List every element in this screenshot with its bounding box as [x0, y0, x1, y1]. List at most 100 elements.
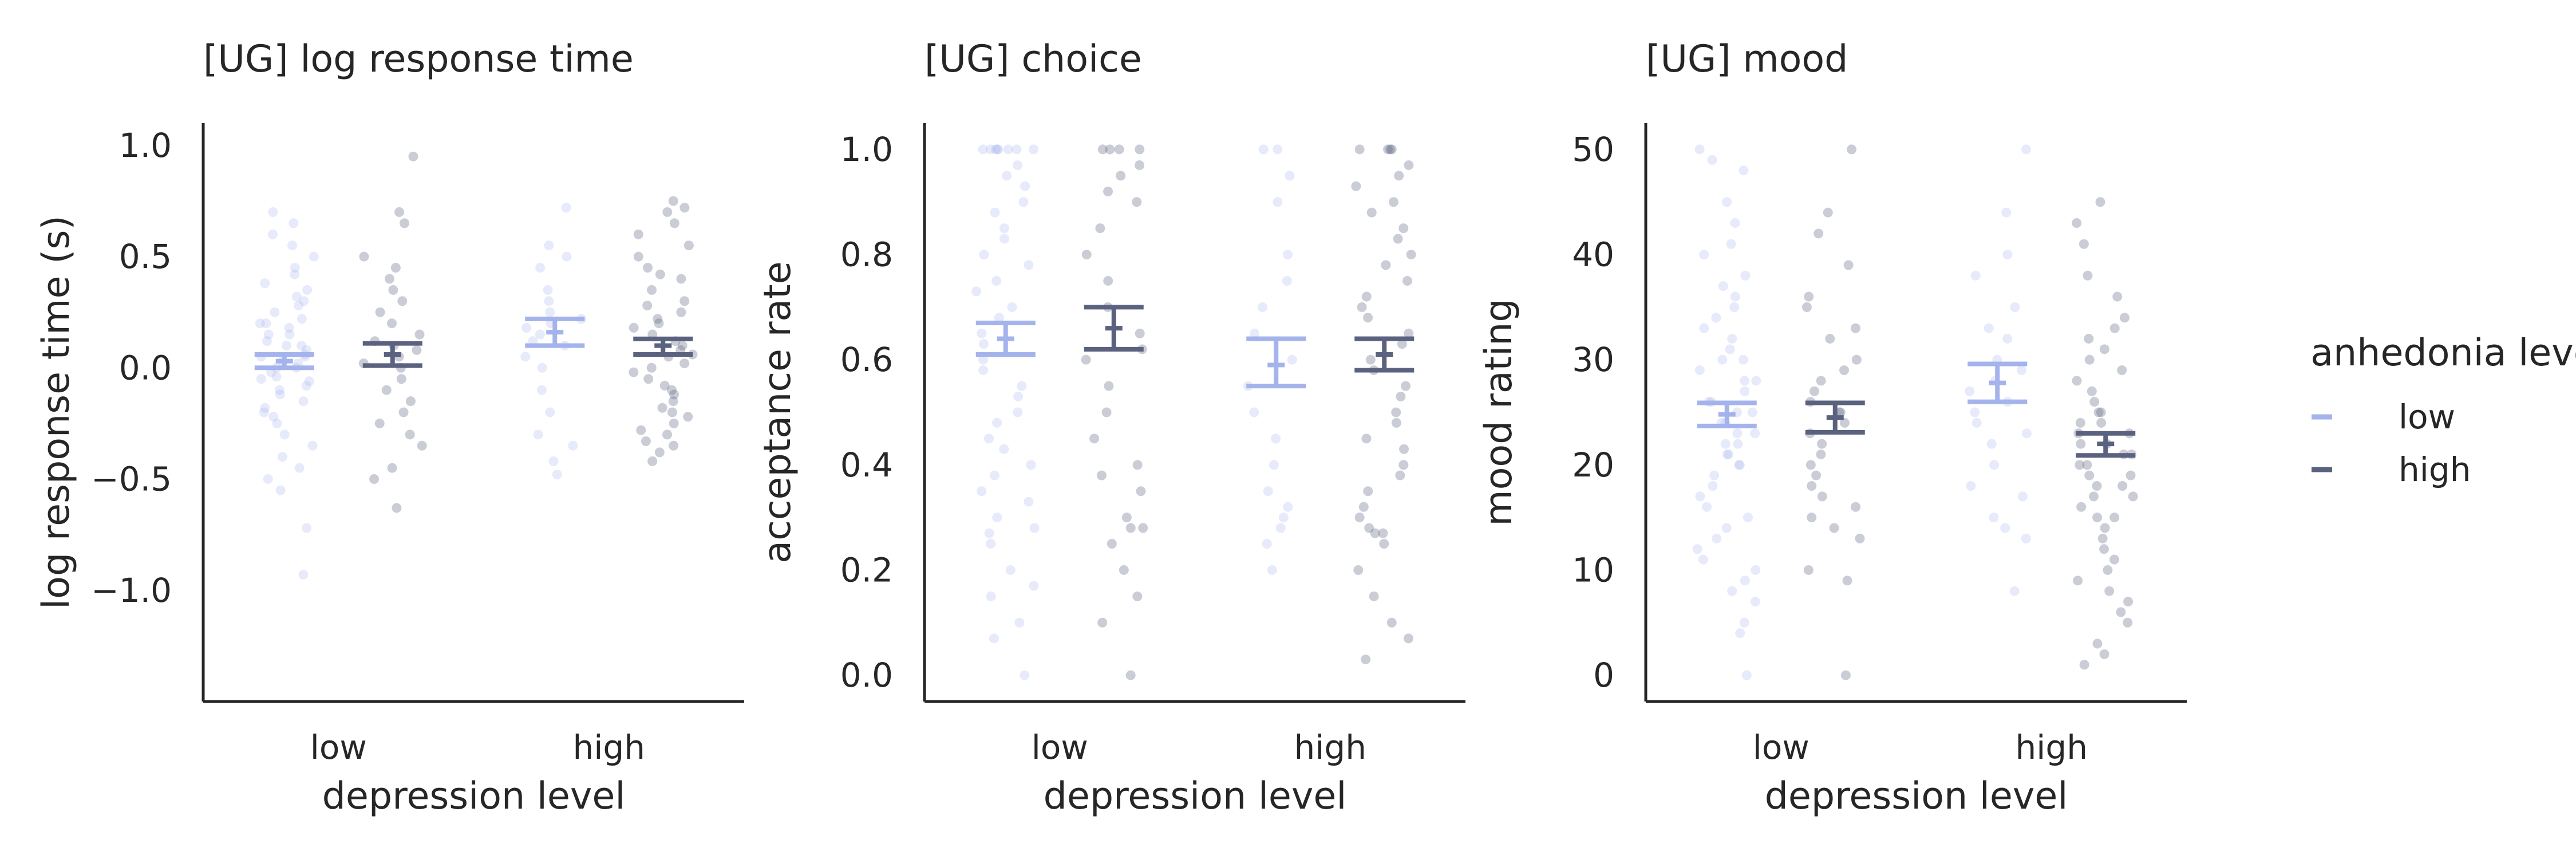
data-point — [1267, 565, 1277, 575]
data-point — [2017, 491, 2028, 502]
data-point — [271, 372, 282, 382]
data-point — [2021, 533, 2031, 543]
data-point — [369, 474, 380, 484]
data-point — [643, 263, 653, 273]
data-point — [1388, 197, 1398, 207]
data-point — [989, 633, 999, 644]
data-point — [629, 367, 639, 377]
data-point — [1721, 523, 1732, 533]
data-point — [1825, 333, 1835, 344]
x-tick-label: low — [1753, 728, 1809, 767]
data-point — [1121, 513, 1132, 523]
data-point — [387, 318, 397, 329]
data-point — [2009, 586, 2020, 596]
y-tick-label: 0.6 — [840, 340, 893, 379]
data-point — [1107, 539, 1117, 549]
data-point — [261, 318, 271, 329]
data-point — [676, 274, 686, 284]
y-tick-label: 10 — [1572, 550, 1614, 589]
data-point — [1692, 544, 1702, 554]
data-point — [1101, 407, 1112, 417]
data-point — [1711, 313, 1721, 323]
data-point — [1730, 291, 1740, 302]
y-tick-label: −0.5 — [91, 460, 172, 499]
data-point — [647, 456, 658, 466]
data-point — [396, 374, 406, 384]
data-point — [285, 329, 295, 340]
data-point — [1095, 223, 1105, 234]
data-point — [302, 523, 312, 533]
data-point — [275, 485, 286, 495]
data-point — [1132, 591, 1143, 601]
data-point — [309, 251, 319, 262]
data-point — [2079, 239, 2089, 249]
panel-title: [UG] choice — [924, 38, 1142, 81]
data-point — [1729, 302, 1740, 312]
data-point — [633, 251, 643, 262]
data-point — [2103, 565, 2113, 575]
data-point — [1391, 417, 1401, 428]
data-point — [1708, 481, 1718, 491]
data-point — [669, 440, 679, 451]
data-point — [1361, 434, 1372, 444]
data-point — [1694, 365, 1705, 376]
data-point — [669, 218, 679, 228]
data-point — [2128, 491, 2138, 502]
data-point — [642, 301, 653, 311]
data-point — [646, 362, 657, 373]
data-point — [1698, 554, 1708, 565]
data-point — [2123, 597, 2134, 607]
data-point — [417, 440, 427, 451]
data-point — [679, 203, 690, 213]
data-point — [1105, 144, 1115, 155]
data-point — [1271, 434, 1281, 444]
data-point — [683, 241, 694, 251]
data-point — [263, 474, 273, 484]
data-point — [1840, 670, 1851, 680]
data-point — [290, 263, 300, 273]
data-point — [1014, 617, 1025, 628]
data-point — [290, 269, 300, 279]
data-point — [1097, 144, 1108, 155]
data-point — [1357, 302, 1367, 312]
data-point — [294, 463, 305, 473]
data-point — [629, 322, 639, 333]
data-point — [1353, 565, 1364, 575]
x-tick-label: high — [2016, 728, 2088, 767]
data-point — [1733, 439, 1743, 449]
data-point — [255, 318, 265, 329]
data-point — [294, 301, 304, 311]
data-point — [2117, 481, 2128, 491]
data-point — [548, 456, 559, 466]
data-point — [275, 389, 285, 400]
data-point — [1984, 323, 1994, 333]
legend: anhedonia level low high — [2310, 332, 2576, 489]
data-point — [2076, 502, 2087, 512]
data-point — [1125, 670, 1136, 680]
data-point — [1258, 302, 1268, 312]
data-point — [1283, 250, 1293, 260]
data-point — [2117, 365, 2127, 376]
data-point — [268, 412, 279, 422]
panel-3: [UG] mood 0 10 20 30 40 50 low high depression le… — [1477, 38, 2187, 818]
data-point — [2104, 586, 2115, 596]
data-point — [2083, 270, 2093, 281]
data-point — [984, 528, 994, 538]
data-point — [2079, 660, 2089, 670]
data-point — [1366, 207, 1377, 218]
data-point — [985, 144, 995, 155]
data-point — [1727, 586, 1737, 596]
data-point — [1370, 528, 1380, 538]
legend-title: anhedonia level — [2310, 332, 2576, 375]
data-point — [1275, 523, 1286, 533]
data-point — [669, 418, 679, 428]
data-point — [1363, 486, 1373, 497]
data-point — [1400, 381, 1411, 391]
data-point — [1740, 376, 1750, 386]
data-point — [1285, 171, 1295, 181]
data-point — [986, 539, 996, 549]
data-point — [1132, 197, 1142, 207]
data-point — [1263, 486, 1273, 497]
data-point — [1817, 439, 1827, 449]
